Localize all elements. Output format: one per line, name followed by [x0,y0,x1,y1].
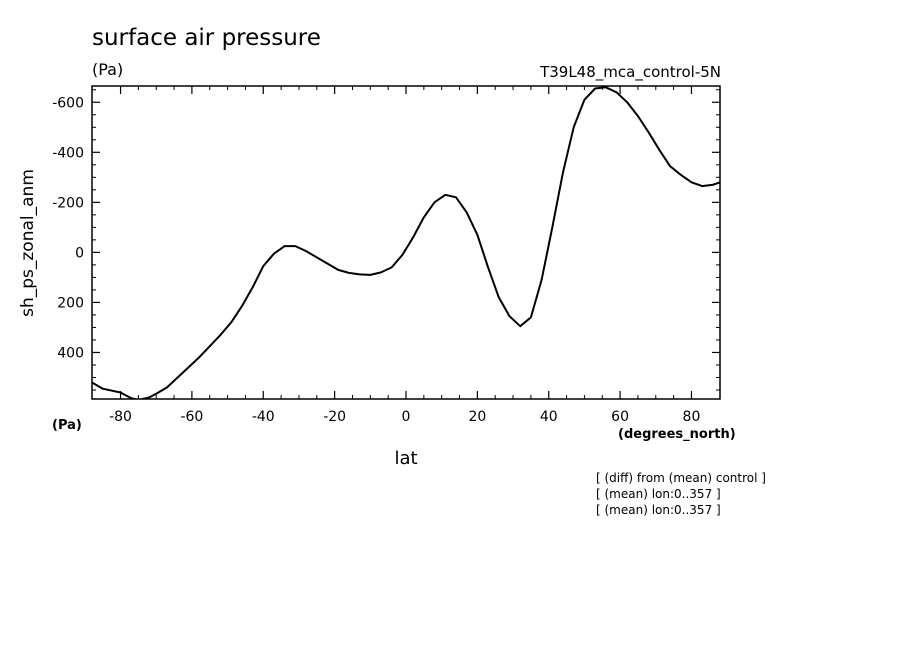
y-tick-label: -600 [52,95,84,111]
y-tick-label: -200 [52,195,84,211]
x-tick-label: 40 [540,409,558,425]
chart-title: surface air pressure [92,25,321,51]
minor-ticks [92,86,720,399]
x-tick-label: -60 [180,409,203,425]
x-tick-label: 20 [468,409,486,425]
plot-frame [91,85,721,400]
x-axis-ticks: -80 -60 -40 -20 0 20 40 60 80 [109,86,700,425]
x-tick-label: -40 [252,409,275,425]
run-label: T39L48_mca_control-5N [539,63,721,82]
series-line [92,86,720,399]
y-tick-label: 400 [57,345,84,361]
x-tick-label: 0 [402,409,411,425]
y-tick-label: 200 [57,295,84,311]
note-line-2: [ (mean) lon:0..357 ] [596,487,721,501]
x-tick-label: 60 [611,409,629,425]
x-units: (degrees_north) [618,427,736,442]
note-line-3: [ (mean) lon:0..357 ] [596,503,721,517]
y-tick-label: -400 [52,145,84,161]
y-axis-ticks: -600 -400 -200 0 200 400 [52,95,720,361]
y-axis-label: sh_ps_zonal_anm [18,169,38,317]
x-tick-label: 80 [683,409,701,425]
y-units-corner: (Pa) [52,418,82,433]
x-tick-label: -20 [323,409,346,425]
y-tick-label: 0 [75,245,84,261]
chart-units: (Pa) [92,60,123,79]
x-axis-label: lat [394,448,417,469]
x-tick-label: -80 [109,409,132,425]
note-line-1: [ (diff) from (mean) control ] [596,471,766,485]
